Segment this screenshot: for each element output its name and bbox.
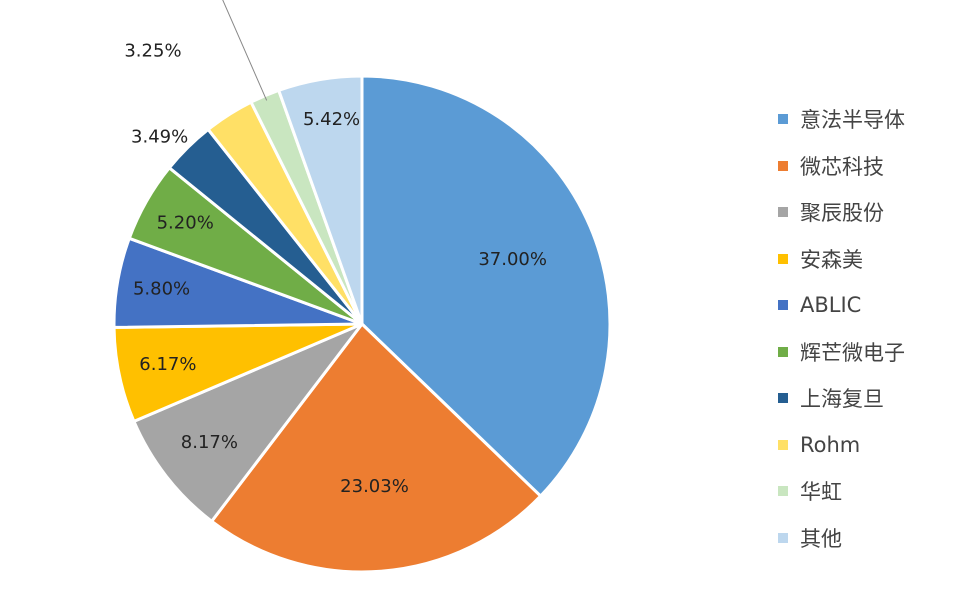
legend-label: Rohm [800, 432, 861, 457]
legend-label: 华虹 [800, 480, 842, 505]
legend-item: Rohm [778, 422, 905, 469]
legend-label: ABLIC [800, 293, 862, 318]
legend-item: ABLIC [778, 282, 905, 329]
legend-swatch [778, 253, 788, 264]
legend-item: 辉芒微电子 [778, 329, 905, 376]
legend-swatch [778, 393, 788, 404]
chart-legend: 意法半导体 微芯科技 聚辰股份 安森美 ABLIC 辉芒微电子 上海复旦 Ro [778, 96, 905, 561]
legend-label: 辉芒微电子 [800, 340, 905, 365]
legend-item: 安森美 [778, 236, 905, 283]
legend-label: 其他 [800, 526, 842, 551]
legend-label: 意法半导体 [800, 108, 905, 133]
legend-swatch [778, 486, 788, 497]
legend-label: 上海复旦 [800, 387, 884, 412]
slice-data-label: 3.49% [131, 127, 188, 148]
legend-swatch [778, 300, 788, 311]
legend-item: 上海复旦 [778, 375, 905, 422]
leader-line [222, 0, 268, 101]
slice-data-label: 5.20% [157, 212, 214, 233]
pie-slice [277, 74, 364, 326]
legend-swatch [778, 439, 788, 450]
slice-data-label: 37.00% [478, 249, 547, 270]
pie-slice [132, 322, 364, 523]
slice-data-label: 5.80% [133, 279, 190, 300]
legend-swatch [778, 346, 788, 357]
slice-data-label: 3.25% [124, 41, 181, 62]
slice-data-label: 5.42% [303, 109, 360, 130]
slice-data-label: 23.03% [340, 476, 409, 497]
legend-label: 安森美 [800, 247, 863, 272]
legend-label: 聚辰股份 [800, 201, 884, 226]
legend-item: 华虹 [778, 468, 905, 515]
legend-item: 其他 [778, 515, 905, 562]
legend-swatch [778, 160, 788, 171]
slice-data-label: 8.17% [181, 432, 238, 453]
legend-label: 微芯科技 [800, 154, 884, 179]
legend-item: 微芯科技 [778, 143, 905, 190]
pie-slice [210, 322, 543, 574]
legend-item: 聚辰股份 [778, 189, 905, 236]
legend-item: 意法半导体 [778, 96, 905, 143]
legend-swatch [778, 532, 788, 543]
legend-swatch [778, 114, 788, 125]
pie-slice [360, 74, 612, 498]
legend-swatch [778, 207, 788, 218]
slice-data-label: 6.17% [139, 354, 196, 375]
